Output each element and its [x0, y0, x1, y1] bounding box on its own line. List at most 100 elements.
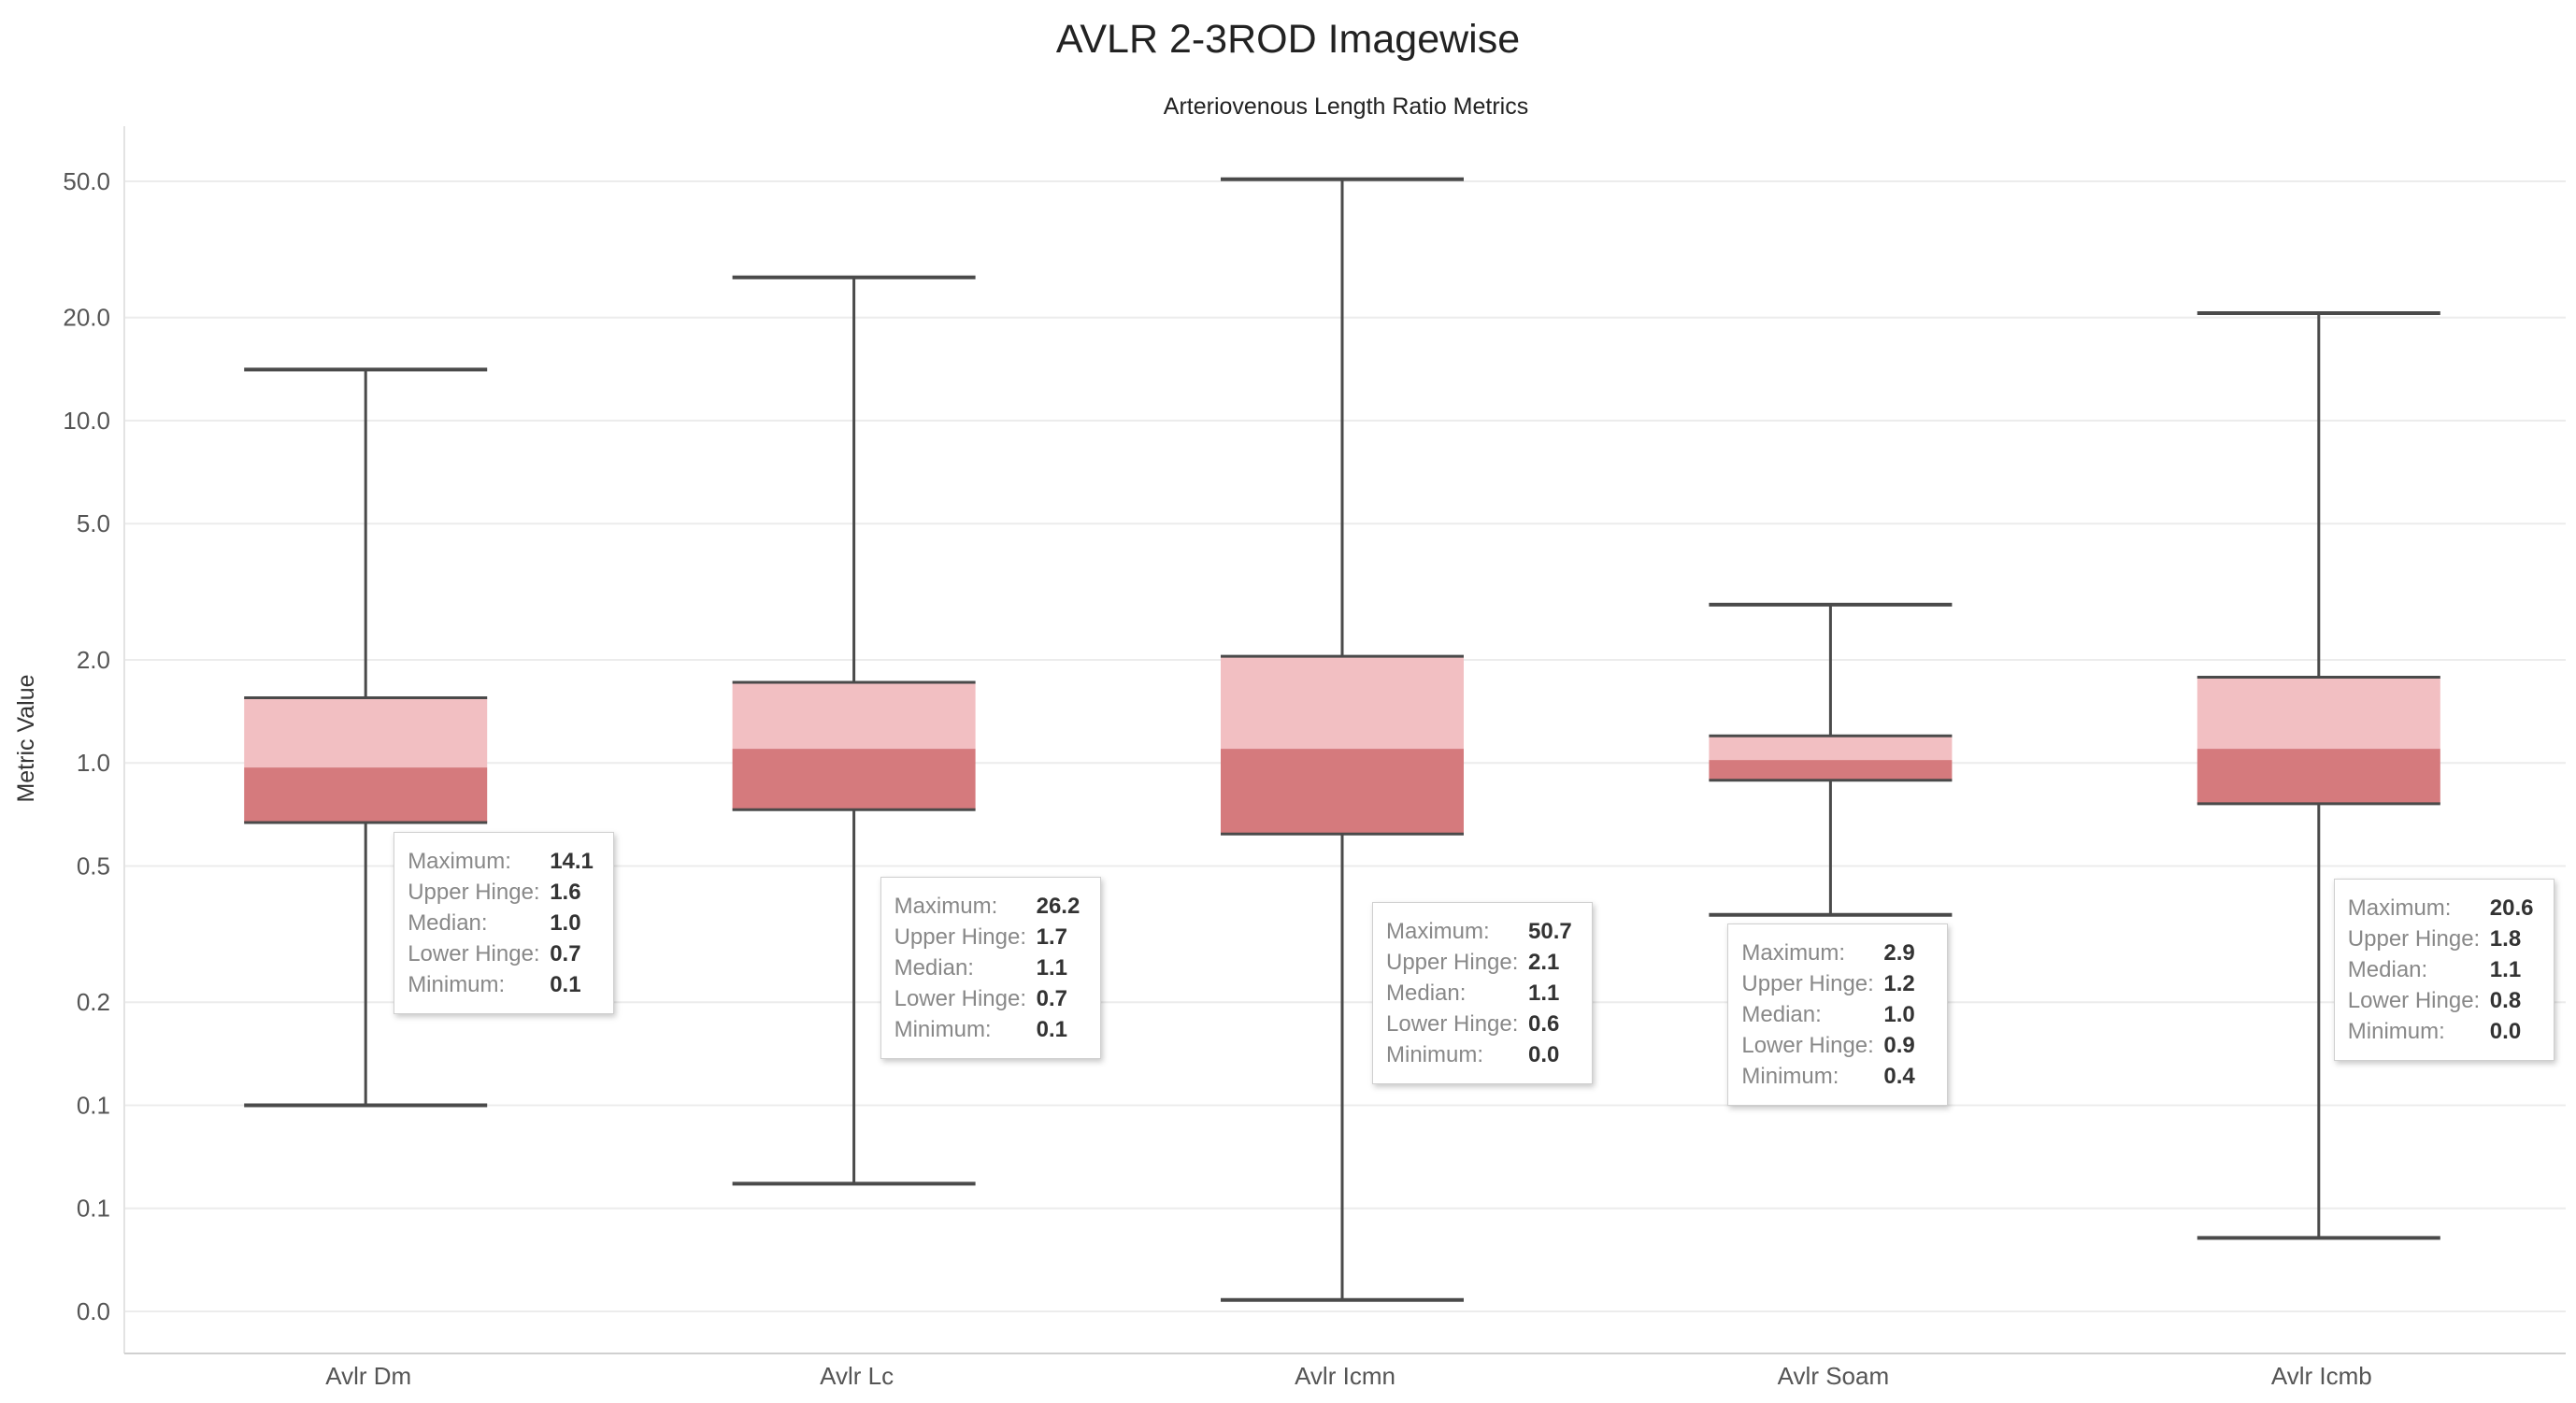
tooltip-avlr-soam: Maximum: 2.9 Upper Hinge: 1.2 Median: 1.0 Lowe… — [1727, 923, 1949, 1106]
box-avlr-soam[interactable] — [1709, 602, 1953, 917]
x-category-labels: Avlr Dm Avlr Lc Avlr Icmn Avlr Soam Avlr Icm… — [325, 1362, 2372, 1390]
tooltip-row: Lower Hinge: 0.7 — [894, 983, 1085, 1014]
tooltip-label: Lower Hinge: — [1741, 1033, 1874, 1058]
y-tick-label: 0.1 — [77, 1195, 110, 1223]
tooltip-avlr-lc: Maximum: 26.2 Upper Hinge: 1.7 Median: 1.1 Low… — [880, 877, 1101, 1059]
tooltip-label: Minimum: — [1741, 1064, 1839, 1089]
tooltip-row: Lower Hinge: 0.6 — [1386, 1009, 1577, 1039]
tooltip-row: Maximum: 14.1 — [408, 846, 598, 877]
tooltip-row: Median: 1.0 — [408, 908, 598, 938]
tooltip-row: Median: 1.0 — [1741, 999, 1932, 1030]
upper-box — [2197, 677, 2440, 750]
tooltip-row: Median: 1.1 — [894, 952, 1085, 983]
y-tick-label: 10.0 — [63, 407, 110, 435]
tooltip-row: Maximum: 26.2 — [894, 891, 1085, 922]
tooltip-label: Minimum: — [2347, 1019, 2445, 1044]
tooltip-row: Lower Hinge: 0.9 — [1741, 1030, 1932, 1061]
tooltip-value: 1.7 — [1036, 924, 1067, 950]
y-tick-label: 50.0 — [63, 167, 110, 195]
tooltip-label: Upper Hinge: — [1741, 971, 1874, 996]
tooltip-value: 1.0 — [550, 910, 581, 936]
tooltip-row: Median: 1.1 — [2348, 954, 2539, 985]
tooltip-value: 0.4 — [1883, 1064, 1915, 1089]
tooltip-value: 50.7 — [1528, 919, 1572, 944]
tooltip-label: Minimum: — [894, 1017, 992, 1042]
tooltip-label: Median: — [408, 910, 488, 936]
tooltip-value: 20.6 — [2489, 895, 2534, 921]
tooltip-label: Median: — [2347, 957, 2428, 982]
tooltip-row: Maximum: 50.7 — [1386, 916, 1577, 947]
tooltip-value: 0.9 — [1883, 1033, 1915, 1058]
tooltip-label: Maximum: — [1741, 940, 1846, 966]
tooltip-row: Upper Hinge: 1.7 — [894, 922, 1085, 952]
lower-box — [2197, 749, 2440, 804]
tooltip-value: 1.1 — [1528, 981, 1560, 1006]
y-tick-label: 0.2 — [77, 988, 110, 1016]
x-category-label: Avlr Icmb — [2271, 1362, 2372, 1390]
tooltip-label: Maximum: — [2347, 895, 2452, 921]
tooltip-row: Lower Hinge: 0.7 — [408, 938, 598, 969]
tooltip-value: 0.7 — [1036, 986, 1067, 1011]
tooltip-label: Median: — [1386, 981, 1467, 1006]
tooltip-label: Maximum: — [1386, 919, 1490, 944]
tooltip-label: Median: — [1741, 1002, 1822, 1027]
tooltip-label: Maximum: — [408, 849, 511, 874]
x-category-label: Avlr Icmn — [1295, 1362, 1395, 1390]
lower-box — [1221, 749, 1464, 835]
upper-box — [244, 697, 488, 768]
tooltip-label: Upper Hinge: — [894, 924, 1027, 950]
y-tick-label: 2.0 — [77, 646, 110, 674]
upper-box — [1221, 656, 1464, 750]
tooltip-row: Minimum: 0.0 — [1386, 1039, 1577, 1070]
tooltip-avlr-icmb: Maximum: 20.6 Upper Hinge: 1.8 Median: 1.1 Low… — [2333, 879, 2555, 1061]
tooltip-value: 0.6 — [1528, 1011, 1560, 1037]
axes — [123, 126, 2566, 1354]
tooltip-value: 2.9 — [1883, 940, 1915, 966]
tooltip-value: 2.1 — [1528, 950, 1560, 975]
tooltip-value: 0.0 — [2489, 1019, 2522, 1044]
y-tick-label: 1.0 — [77, 749, 110, 777]
y-tick-label: 0.0 — [77, 1297, 110, 1325]
y-tick-label: 20.0 — [63, 304, 110, 332]
chart-subtitle: Arteriovenous Length Ratio Metrics — [1163, 93, 1529, 120]
tooltip-label: Upper Hinge: — [408, 880, 540, 905]
box-avlr-icmn[interactable] — [1221, 177, 1464, 1302]
tooltip-row: Maximum: 2.9 — [1741, 938, 1932, 968]
tooltip-value: 0.8 — [2489, 988, 2522, 1013]
tooltip-row: Minimum: 0.0 — [2348, 1016, 2539, 1047]
tooltip-value: 0.1 — [1036, 1017, 1067, 1042]
tooltip-label: Upper Hinge: — [2347, 926, 2481, 952]
tooltip-row: Maximum: 20.6 — [2348, 893, 2539, 923]
box-avlr-dm[interactable] — [244, 367, 488, 1108]
y-axis-label: Metric Value — [13, 674, 39, 802]
tooltip-row: Upper Hinge: 2.1 — [1386, 947, 1577, 978]
tooltip-row: Upper Hinge: 1.8 — [2348, 923, 2539, 954]
tooltip-label: Lower Hinge: — [1386, 1011, 1519, 1037]
tooltip-row: Median: 1.1 — [1386, 978, 1577, 1009]
x-category-label: Avlr Dm — [325, 1362, 411, 1390]
tooltip-row: Upper Hinge: 1.6 — [408, 877, 598, 908]
box-series — [244, 177, 2440, 1302]
tooltip-avlr-icmn: Maximum: 50.7 Upper Hinge: 2.1 Median: 1.1 Low… — [1372, 902, 1593, 1084]
tooltip-row: Lower Hinge: 0.8 — [2348, 985, 2539, 1016]
tooltip-value: 26.2 — [1036, 894, 1080, 919]
box-avlr-lc[interactable] — [732, 275, 976, 1186]
tooltip-label: Lower Hinge: — [2347, 988, 2481, 1013]
box-avlr-icmb[interactable] — [2197, 311, 2440, 1240]
tooltip-row: Minimum: 0.4 — [1741, 1061, 1932, 1092]
tooltip-value: 1.8 — [2489, 926, 2522, 952]
y-tick-label: 0.5 — [77, 852, 110, 880]
tooltip-value: 0.0 — [1528, 1042, 1560, 1067]
lower-box — [1709, 760, 1953, 780]
upper-box — [1709, 736, 1953, 761]
tooltip-label: Minimum: — [1386, 1042, 1484, 1067]
tooltip-label: Lower Hinge: — [408, 941, 540, 966]
tooltip-value: 1.1 — [2489, 957, 2522, 982]
tooltip-label: Maximum: — [894, 894, 998, 919]
y-tick-label: 5.0 — [77, 509, 110, 537]
upper-box — [732, 681, 976, 750]
tooltip-row: Minimum: 0.1 — [408, 969, 598, 1000]
tooltip-label: Minimum: — [408, 972, 506, 997]
tooltip-value: 1.0 — [1883, 1002, 1915, 1027]
tooltip-value: 1.6 — [550, 880, 581, 905]
